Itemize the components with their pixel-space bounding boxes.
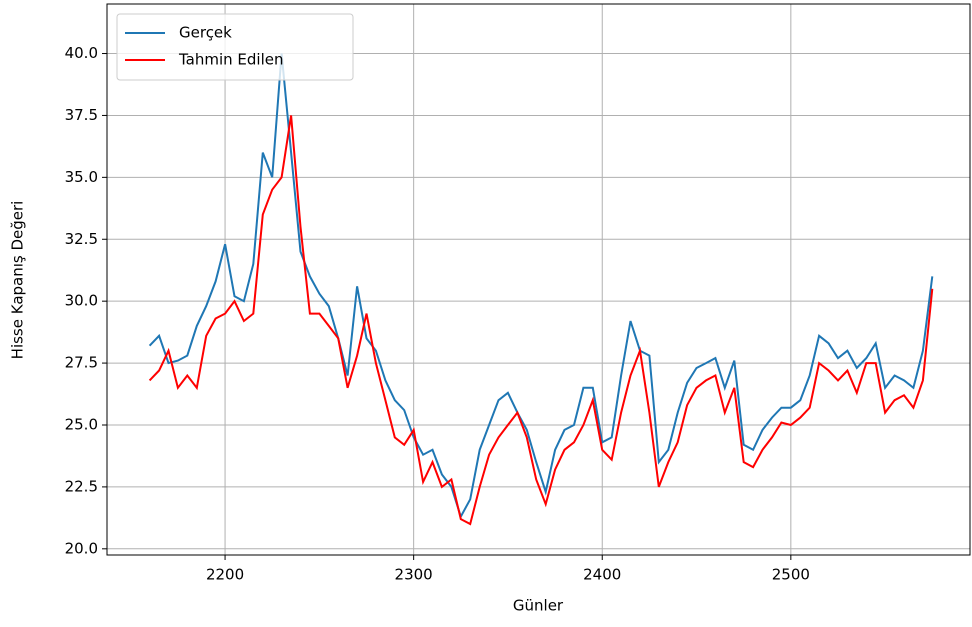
x-axis-label: Günler — [513, 597, 564, 615]
y-tick-label: 20.0 — [65, 539, 98, 557]
x-tick-label: 2200 — [206, 566, 244, 584]
series-line — [148, 115, 934, 526]
legend-box — [116, 13, 354, 81]
x-tick-label: 2300 — [395, 566, 433, 584]
legend-label: Gerçek — [179, 24, 232, 42]
legend: Gerçek Tahmin Edilen — [116, 13, 354, 81]
y-axis-label: Hisse Kapanış Değeri — [9, 201, 27, 360]
y-tick-label: 32.5 — [65, 230, 98, 248]
x-tick-label: 2400 — [583, 566, 621, 584]
y-tick-label: 25.0 — [65, 415, 98, 433]
y-tick-label: 22.5 — [65, 477, 98, 495]
x-tick-label: 2500 — [772, 566, 810, 584]
y-tick-label: 37.5 — [65, 106, 98, 124]
y-tick-label: 35.0 — [65, 168, 98, 186]
plot-frame — [106, 3, 971, 556]
legend-label: Tahmin Edilen — [178, 51, 284, 69]
y-tick-label: 40.0 — [65, 44, 98, 62]
y-tick-label: 27.5 — [65, 354, 98, 372]
y-tick-label: 30.0 — [65, 292, 98, 310]
series-line — [148, 53, 934, 520]
